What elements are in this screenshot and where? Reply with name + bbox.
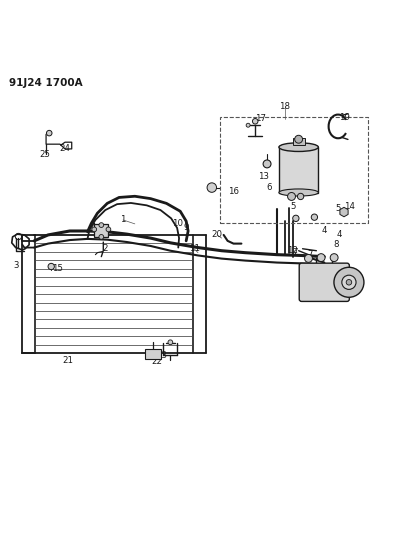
Text: 21: 21 (62, 356, 73, 365)
Text: 25: 25 (40, 150, 51, 158)
Circle shape (99, 223, 104, 228)
Circle shape (305, 254, 312, 262)
Text: 2: 2 (103, 244, 108, 253)
Circle shape (246, 123, 250, 127)
Text: 5: 5 (335, 204, 341, 213)
Ellipse shape (279, 143, 318, 151)
Circle shape (99, 235, 104, 239)
Text: 19: 19 (339, 113, 349, 122)
Text: 1: 1 (120, 215, 126, 224)
Circle shape (106, 227, 111, 232)
Ellipse shape (279, 189, 318, 196)
Circle shape (342, 275, 356, 289)
Circle shape (295, 135, 303, 143)
Text: 4: 4 (99, 230, 105, 239)
Text: 4: 4 (337, 230, 342, 239)
Text: 12: 12 (287, 246, 298, 255)
Text: 24: 24 (59, 143, 70, 152)
Circle shape (287, 192, 295, 200)
Text: 10: 10 (171, 219, 183, 228)
Text: 17: 17 (255, 114, 266, 123)
Text: 91J24 1700A: 91J24 1700A (9, 78, 82, 88)
Text: 23: 23 (156, 351, 167, 360)
Text: 4: 4 (91, 223, 96, 232)
Circle shape (92, 227, 97, 232)
Text: 20: 20 (211, 230, 223, 239)
Bar (293, 138, 305, 145)
Text: 7: 7 (308, 250, 313, 259)
Text: 18: 18 (279, 102, 290, 111)
Text: 7: 7 (292, 248, 297, 257)
Circle shape (207, 183, 217, 192)
Circle shape (168, 340, 173, 345)
Bar (279, 147, 318, 192)
Text: 16: 16 (228, 187, 239, 196)
Circle shape (293, 215, 299, 222)
Circle shape (330, 254, 338, 262)
Bar (145, 349, 160, 359)
Text: 9: 9 (183, 223, 189, 232)
Text: 13: 13 (258, 172, 268, 181)
Circle shape (48, 263, 54, 270)
Bar (220, 117, 367, 223)
Text: 8: 8 (333, 240, 339, 249)
Circle shape (263, 160, 271, 168)
Text: 15: 15 (51, 264, 63, 273)
Circle shape (46, 131, 52, 136)
Circle shape (297, 193, 304, 200)
Circle shape (346, 279, 352, 285)
Text: 22: 22 (151, 357, 162, 366)
Text: 14: 14 (345, 202, 356, 211)
Text: 11: 11 (188, 244, 200, 253)
FancyBboxPatch shape (299, 263, 349, 302)
Bar (94, 224, 109, 237)
Text: 4: 4 (322, 227, 327, 236)
Circle shape (317, 254, 325, 262)
Text: 6: 6 (266, 183, 272, 192)
Circle shape (253, 118, 258, 124)
Text: 3: 3 (14, 261, 19, 270)
Circle shape (334, 267, 364, 297)
Circle shape (311, 214, 318, 220)
Text: 5: 5 (290, 202, 295, 211)
